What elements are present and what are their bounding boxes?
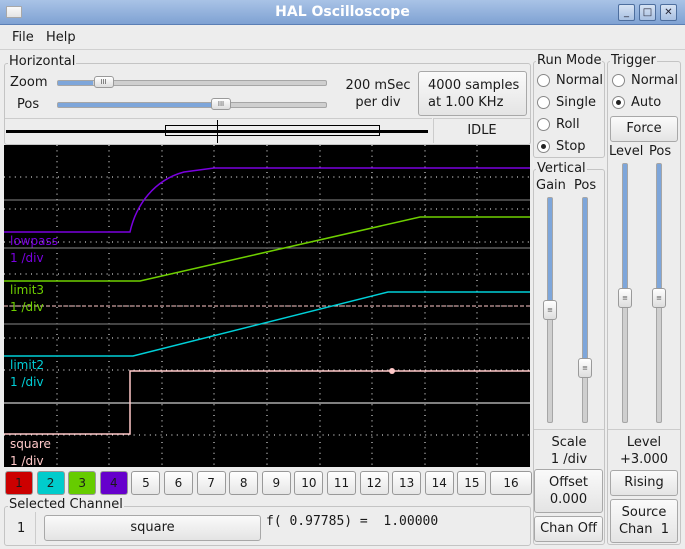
- channel-button-5[interactable]: 5: [131, 471, 161, 495]
- trigger-source-value: Chan 1: [618, 522, 670, 537]
- status: IDLE: [433, 118, 530, 143]
- selected-channel-number: 1: [17, 521, 26, 536]
- trigger-mode-option-label: Auto: [631, 95, 662, 110]
- run-mode-option-label: Normal: [556, 73, 604, 88]
- trace-label-limit3: limit3: [10, 283, 44, 297]
- run-mode-option-label: Roll: [556, 117, 580, 132]
- samples-count: 4000 samples: [428, 78, 520, 93]
- channel-button-13[interactable]: 13: [392, 471, 422, 495]
- trace-label-limit2: limit2: [10, 358, 44, 372]
- trace-label-square: square: [10, 437, 51, 451]
- channel-button-8[interactable]: 8: [229, 471, 259, 495]
- selected-channel-frame: [4, 506, 531, 546]
- run-mode-option-label: Stop: [556, 139, 586, 154]
- value-readout: f( 0.97785) = 1.00000: [266, 514, 439, 529]
- radio-icon[interactable]: [612, 96, 625, 109]
- channel-button-11[interactable]: 11: [327, 471, 356, 495]
- gain-slider-thumb[interactable]: ≡: [543, 300, 557, 320]
- radio-icon[interactable]: [537, 140, 550, 153]
- channel-button-14[interactable]: 14: [424, 471, 454, 495]
- scale-value: 1 /div: [550, 452, 588, 467]
- menu-file[interactable]: File: [12, 30, 34, 45]
- pos-label: Pos: [17, 97, 40, 112]
- channel-button-6[interactable]: 6: [164, 471, 193, 495]
- vertical-pos-slider-thumb[interactable]: ≡: [578, 357, 592, 378]
- channel-button-1[interactable]: 1: [5, 471, 33, 495]
- trace-scale-square: 1 /div: [10, 454, 44, 467]
- pos-slider[interactable]: [57, 102, 327, 108]
- channel-button-2[interactable]: 2: [36, 471, 65, 495]
- trigger-pos-slider-thumb[interactable]: ≡: [652, 287, 666, 308]
- radio-icon[interactable]: [537, 118, 550, 131]
- scale-title: Scale: [551, 435, 587, 450]
- record-position-bar[interactable]: [5, 118, 432, 143]
- maximize-icon[interactable]: □: [639, 4, 656, 21]
- trigger-level-slider-thumb[interactable]: ≡: [618, 287, 632, 308]
- channel-button-7[interactable]: 7: [196, 471, 226, 495]
- trace-lowpass: [4, 167, 530, 233]
- sample-rate: at 1.00 KHz: [428, 95, 504, 110]
- channel-button-15[interactable]: 15: [457, 471, 487, 495]
- trigger-pos-label: Pos: [649, 144, 672, 159]
- zoom-label: Zoom: [10, 75, 48, 90]
- scale-readout: Scale 1 /div: [534, 434, 604, 468]
- trigger-level-title: Level: [626, 435, 662, 450]
- trigger-level-readout: Level +3.000: [608, 434, 680, 468]
- radio-icon[interactable]: [612, 74, 625, 87]
- trace-limit2: [4, 291, 530, 357]
- window-menu-icon[interactable]: [6, 6, 22, 18]
- samples-button[interactable]: 4000 samples at 1.00 KHz: [418, 71, 527, 116]
- menu-help[interactable]: Help: [46, 30, 76, 45]
- trace-scale-lowpass: 1 /div: [10, 251, 44, 265]
- trigger-source-title: Source: [621, 505, 667, 520]
- close-icon[interactable]: ✕: [660, 4, 677, 21]
- force-button[interactable]: Force: [610, 116, 678, 142]
- timebase-unit: per div: [355, 95, 401, 110]
- timebase-value: 200 mSec: [345, 78, 411, 93]
- vertical-label: Vertical: [536, 161, 587, 176]
- trace-scale-limit2: 1 /div: [10, 375, 44, 389]
- trace-square: [4, 370, 530, 435]
- channel-button-9[interactable]: 9: [261, 471, 291, 495]
- offset-value: 0.000: [549, 492, 588, 507]
- gain-label: Gain: [536, 178, 566, 193]
- trace-scale-limit3: 1 /div: [10, 300, 44, 314]
- channel-button-10[interactable]: 10: [294, 471, 324, 495]
- run-mode-label: Run Mode: [536, 53, 603, 68]
- zoom-slider-thumb[interactable]: III: [93, 76, 114, 88]
- channel-button-4[interactable]: 4: [99, 471, 128, 495]
- horizontal-label: Horizontal: [8, 54, 77, 69]
- vertical-pos-label: Pos: [574, 178, 597, 193]
- horizontal-frame: [4, 63, 531, 145]
- vertical-pos-slider[interactable]: [582, 197, 588, 423]
- title-bar: HAL Oscilloscope _ □ ✕: [0, 0, 685, 25]
- scope-display[interactable]: lowpass 1 /div limit3 1 /div limit2 1 /d…: [4, 145, 530, 467]
- channel-button-16[interactable]: 16: [490, 471, 532, 495]
- trigger-edge-button[interactable]: Rising: [610, 470, 678, 496]
- radio-icon[interactable]: [537, 96, 550, 109]
- offset-title: Offset: [548, 475, 589, 490]
- menu-bar: File Help: [0, 26, 685, 50]
- channel-name-button[interactable]: square: [44, 515, 261, 541]
- offset-button[interactable]: Offset 0.000: [534, 469, 603, 513]
- channel-button-12[interactable]: 12: [359, 471, 389, 495]
- trace-label-lowpass: lowpass: [10, 234, 58, 248]
- window-title: HAL Oscilloscope: [275, 4, 410, 20]
- timebase: 200 mSec per div: [338, 77, 418, 111]
- zoom-slider[interactable]: [57, 80, 327, 86]
- pos-slider-thumb[interactable]: III: [211, 98, 231, 110]
- radio-icon[interactable]: [537, 74, 550, 87]
- trigger-point-marker: [389, 368, 395, 374]
- chan-off-button[interactable]: Chan Off: [534, 516, 603, 542]
- trigger-label: Trigger: [610, 53, 657, 68]
- trigger-mode-option-label: Normal: [631, 73, 679, 88]
- trigger-level-value: +3.000: [619, 452, 669, 467]
- trace-limit3: [4, 216, 530, 282]
- trigger-level-label: Level: [609, 144, 644, 159]
- run-mode-option-label: Single: [556, 95, 596, 110]
- channel-button-3[interactable]: 3: [68, 471, 97, 495]
- trigger-source-button[interactable]: Source Chan 1: [610, 499, 678, 543]
- selected-channel-label: Selected Channel: [8, 497, 124, 512]
- minimize-icon[interactable]: _: [618, 4, 635, 21]
